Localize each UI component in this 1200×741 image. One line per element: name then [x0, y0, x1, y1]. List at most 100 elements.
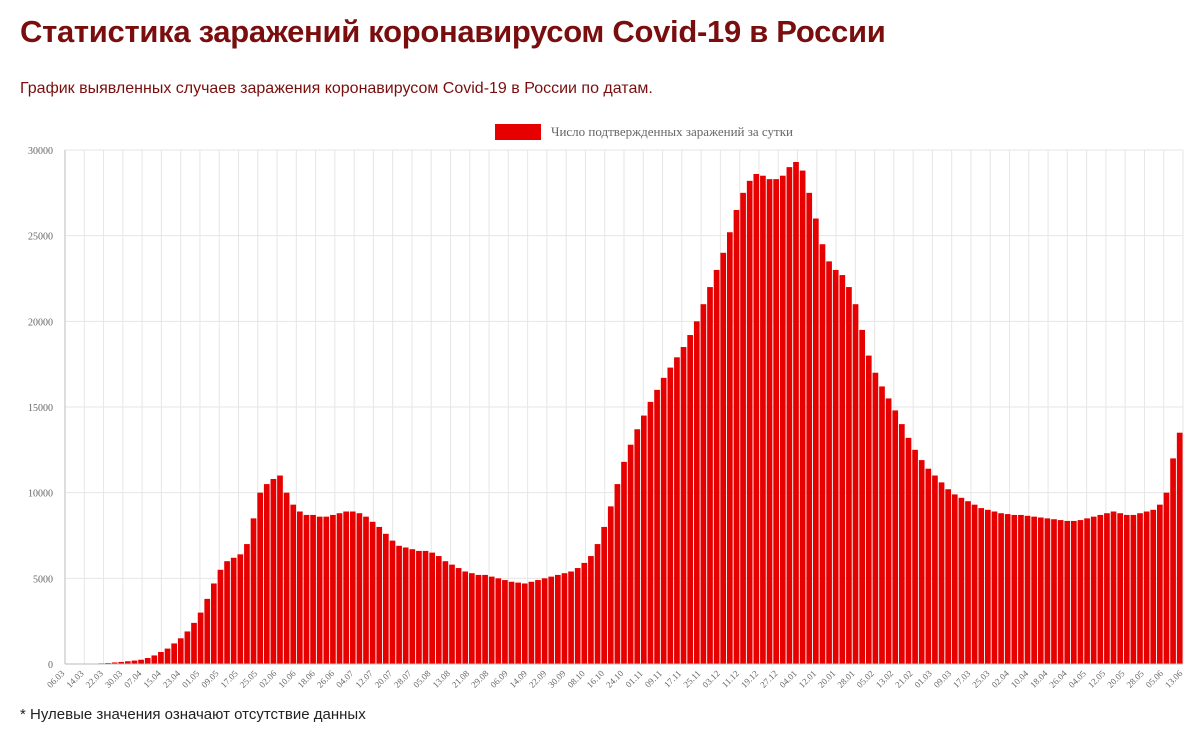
bar[interactable] — [760, 175, 766, 664]
bar[interactable] — [455, 568, 462, 664]
bar[interactable] — [985, 509, 991, 664]
bar[interactable] — [932, 475, 938, 664]
bar[interactable] — [1104, 513, 1110, 664]
bar[interactable] — [601, 526, 607, 664]
bar[interactable] — [125, 661, 131, 664]
bar[interactable] — [971, 504, 978, 664]
bar[interactable] — [1097, 514, 1104, 664]
bar[interactable] — [707, 287, 713, 664]
bar[interactable] — [1110, 511, 1117, 664]
bar[interactable] — [667, 367, 674, 664]
bar[interactable] — [819, 244, 826, 665]
bar[interactable] — [614, 484, 621, 664]
bar[interactable] — [991, 511, 998, 664]
bar[interactable] — [753, 173, 760, 665]
bar[interactable] — [740, 192, 746, 664]
bar[interactable] — [826, 261, 832, 664]
bar[interactable] — [627, 444, 634, 664]
bar[interactable] — [1117, 513, 1123, 664]
bar[interactable] — [1130, 514, 1137, 664]
bar[interactable] — [230, 557, 237, 664]
bar[interactable] — [1163, 492, 1170, 664]
bar[interactable] — [912, 449, 918, 664]
bar[interactable] — [283, 492, 290, 664]
bar[interactable] — [369, 521, 376, 664]
legend-label[interactable]: Число подтвержденных заражений за сутки — [551, 124, 793, 139]
bar[interactable] — [1123, 514, 1130, 664]
bar[interactable] — [442, 561, 449, 664]
bar[interactable] — [191, 622, 197, 664]
bar[interactable] — [899, 424, 905, 664]
bar[interactable] — [356, 513, 363, 664]
bar[interactable] — [733, 209, 740, 664]
bar[interactable] — [376, 526, 383, 664]
bar[interactable] — [211, 583, 217, 664]
bar[interactable] — [1137, 513, 1143, 664]
bar[interactable] — [263, 484, 270, 664]
bar[interactable] — [1064, 520, 1071, 664]
bar[interactable] — [303, 514, 310, 664]
bar[interactable] — [416, 550, 422, 664]
bar[interactable] — [641, 415, 647, 664]
bar[interactable] — [713, 269, 720, 664]
bar[interactable] — [204, 598, 211, 664]
bar[interactable] — [1157, 504, 1163, 664]
bar[interactable] — [607, 506, 614, 664]
bar[interactable] — [1051, 519, 1057, 664]
bar[interactable] — [343, 511, 349, 664]
bar[interactable] — [515, 582, 521, 664]
bar[interactable] — [859, 329, 865, 664]
bar[interactable] — [746, 180, 753, 664]
bar[interactable] — [958, 497, 965, 664]
bar[interactable] — [852, 304, 859, 664]
bar[interactable] — [865, 355, 872, 664]
bar[interactable] — [336, 513, 343, 664]
bar[interactable] — [449, 564, 455, 664]
bar[interactable] — [217, 569, 224, 664]
bar[interactable] — [1011, 514, 1018, 664]
bar[interactable] — [383, 533, 389, 664]
bar[interactable] — [151, 655, 158, 664]
bar[interactable] — [1057, 520, 1064, 664]
bar[interactable] — [475, 574, 482, 664]
bar[interactable] — [654, 389, 660, 664]
bar[interactable] — [144, 658, 151, 664]
bar[interactable] — [177, 638, 184, 664]
bar[interactable] — [105, 662, 111, 664]
bar[interactable] — [237, 554, 244, 664]
bar[interactable] — [918, 460, 925, 664]
bar[interactable] — [1018, 514, 1024, 664]
bar[interactable] — [462, 571, 469, 664]
bar[interactable] — [892, 410, 899, 664]
bar[interactable] — [349, 511, 356, 664]
bar[interactable] — [197, 612, 204, 664]
bar[interactable] — [978, 508, 985, 664]
bar[interactable] — [700, 304, 707, 664]
bar[interactable] — [568, 571, 574, 664]
bar[interactable] — [164, 648, 171, 664]
bar[interactable] — [270, 478, 277, 664]
bar[interactable] — [951, 494, 958, 664]
bar[interactable] — [224, 561, 230, 664]
bar[interactable] — [574, 568, 581, 664]
bar[interactable] — [938, 482, 945, 664]
bar[interactable] — [138, 659, 144, 664]
bar[interactable] — [720, 252, 727, 665]
legend-swatch[interactable] — [495, 124, 541, 140]
bar[interactable] — [158, 652, 164, 664]
bar[interactable] — [674, 357, 680, 664]
bar[interactable] — [594, 544, 601, 664]
bar[interactable] — [555, 574, 561, 664]
bar[interactable] — [773, 179, 779, 664]
bar[interactable] — [1004, 514, 1011, 664]
bar[interactable] — [111, 662, 118, 664]
bar[interactable] — [389, 540, 396, 664]
bar[interactable] — [469, 573, 475, 664]
bar[interactable] — [779, 175, 786, 664]
bar[interactable] — [528, 581, 535, 664]
bar[interactable] — [316, 516, 323, 664]
bar[interactable] — [1037, 517, 1044, 664]
bar[interactable] — [879, 386, 885, 664]
bar[interactable] — [621, 461, 627, 664]
bar[interactable] — [786, 167, 793, 664]
